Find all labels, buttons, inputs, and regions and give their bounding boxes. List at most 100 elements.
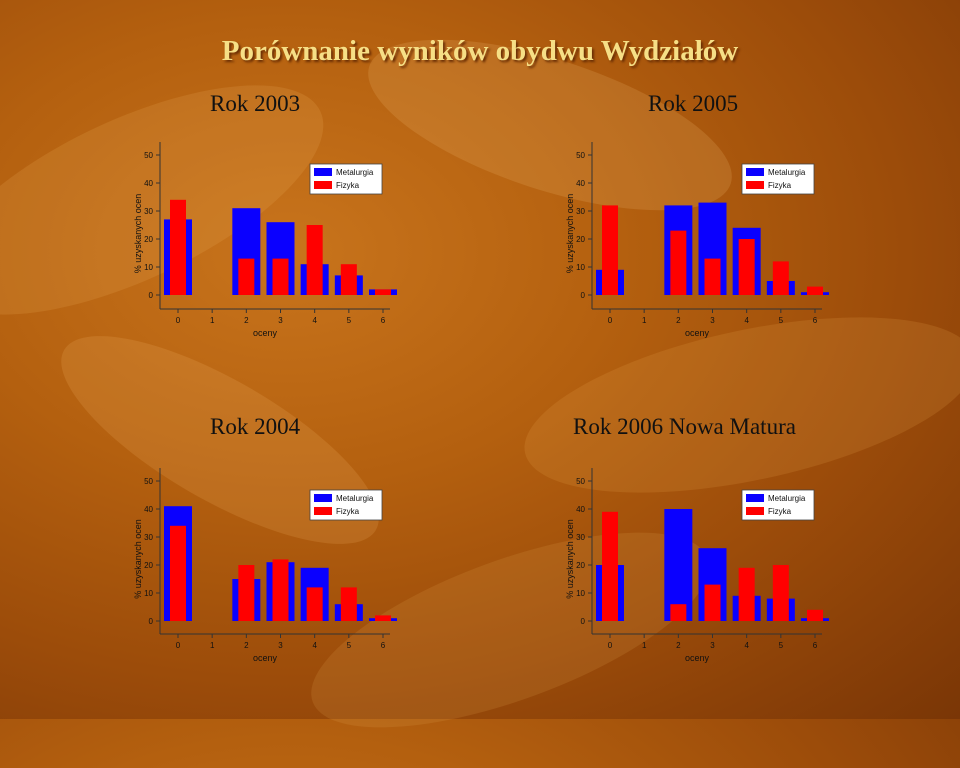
y-tick-label: 10	[576, 589, 585, 598]
bar-fizyka	[375, 289, 391, 295]
x-tick-label: 3	[278, 316, 283, 325]
y-axis-label: % uzyskanych ocen	[133, 194, 143, 274]
x-tick-label: 0	[608, 641, 613, 650]
legend-label-metalurgia: Metalurgia	[336, 168, 374, 177]
x-tick-label: 2	[244, 641, 249, 650]
y-tick-label: 50	[144, 151, 153, 160]
bar-fizyka	[306, 225, 323, 295]
legend-swatch-metalurgia	[314, 494, 332, 502]
legend-swatch-metalurgia	[746, 168, 764, 176]
y-tick-label: 20	[144, 561, 153, 570]
bar-fizyka	[340, 264, 357, 295]
bar-fizyka	[772, 565, 789, 621]
y-tick-label: 20	[576, 235, 585, 244]
y-tick-label: 10	[576, 263, 585, 272]
chart-subtitle-2006: Rok 2006 Nowa Matura	[573, 414, 796, 439]
x-tick-label: 6	[381, 316, 386, 325]
y-tick-label: 30	[144, 533, 153, 542]
bar-fizyka	[602, 205, 618, 295]
bar-fizyka	[738, 239, 755, 295]
y-tick-label: 0	[581, 617, 586, 626]
legend-swatch-fizyka	[746, 507, 764, 515]
bar-fizyka	[807, 286, 823, 295]
x-tick-label: 5	[779, 316, 784, 325]
bar-fizyka	[375, 615, 391, 621]
y-tick-label: 20	[144, 235, 153, 244]
y-axis-label: % uzyskanych ocen	[565, 519, 575, 599]
y-tick-label: 40	[576, 505, 585, 514]
bar-fizyka	[704, 584, 721, 621]
x-tick-label: 4	[744, 316, 749, 325]
y-tick-label: 0	[149, 617, 154, 626]
bar-fizyka	[306, 587, 323, 621]
x-tick-label: 6	[381, 641, 386, 650]
x-tick-label: 1	[642, 316, 647, 325]
x-tick-label: 4	[312, 641, 317, 650]
y-tick-label: 10	[144, 589, 153, 598]
x-tick-label: 0	[176, 316, 181, 325]
x-tick-label: 4	[744, 641, 749, 650]
page-title: Porównanie wyników obydwu Wydziałów	[221, 35, 739, 67]
x-tick-label: 2	[676, 316, 681, 325]
legend-swatch-metalurgia	[314, 168, 332, 176]
y-tick-label: 20	[576, 561, 585, 570]
legend-swatch-fizyka	[314, 507, 332, 515]
y-tick-label: 0	[581, 291, 586, 300]
y-tick-label: 40	[576, 179, 585, 188]
bar-fizyka	[272, 559, 289, 621]
x-tick-label: 4	[312, 316, 317, 325]
bar-fizyka	[238, 258, 255, 295]
y-tick-label: 50	[144, 477, 153, 486]
chart-subtitle-2004: Rok 2004	[210, 414, 301, 439]
bar-fizyka	[704, 258, 721, 295]
chart-subtitle-2005: Rok 2005	[648, 91, 739, 116]
x-tick-label: 1	[642, 641, 647, 650]
y-tick-label: 30	[144, 207, 153, 216]
x-tick-label: 3	[278, 641, 283, 650]
legend-label-metalurgia: Metalurgia	[336, 494, 374, 503]
bar-fizyka	[670, 230, 687, 295]
legend-swatch-fizyka	[746, 181, 764, 189]
x-tick-label: 5	[347, 641, 352, 650]
x-axis-label: oceny	[685, 653, 710, 663]
bar-metalurgia	[664, 509, 693, 621]
y-tick-label: 0	[149, 291, 154, 300]
bar-fizyka	[670, 604, 687, 621]
x-tick-label: 3	[710, 641, 715, 650]
y-tick-label: 50	[576, 477, 585, 486]
bar-fizyka	[602, 511, 618, 621]
x-tick-label: 3	[710, 316, 715, 325]
x-axis-label: oceny	[685, 328, 710, 338]
chart-subtitle-2003: Rok 2003	[210, 91, 301, 116]
bar-fizyka	[340, 587, 357, 621]
x-tick-label: 0	[176, 641, 181, 650]
x-tick-label: 2	[244, 316, 249, 325]
x-tick-label: 6	[813, 316, 818, 325]
y-tick-label: 50	[576, 151, 585, 160]
y-tick-label: 30	[576, 533, 585, 542]
legend-label-fizyka: Fizyka	[768, 181, 792, 190]
bar-fizyka	[807, 609, 823, 621]
y-axis-label: % uzyskanych ocen	[133, 519, 143, 599]
legend-label-fizyka: Fizyka	[336, 181, 360, 190]
x-tick-label: 1	[210, 316, 215, 325]
bar-fizyka	[170, 525, 186, 621]
x-axis-label: oceny	[253, 653, 278, 663]
y-tick-label: 10	[144, 263, 153, 272]
legend-label-metalurgia: Metalurgia	[768, 494, 806, 503]
x-tick-label: 5	[347, 316, 352, 325]
bar-fizyka	[272, 258, 289, 295]
legend-swatch-metalurgia	[746, 494, 764, 502]
y-axis-label: % uzyskanych ocen	[565, 194, 575, 274]
legend-swatch-fizyka	[314, 181, 332, 189]
x-tick-label: 5	[779, 641, 784, 650]
y-tick-label: 40	[144, 505, 153, 514]
bar-fizyka	[170, 199, 186, 295]
bar-fizyka	[772, 261, 789, 295]
x-axis-label: oceny	[253, 328, 278, 338]
x-tick-label: 1	[210, 641, 215, 650]
x-tick-label: 2	[676, 641, 681, 650]
bar-fizyka	[738, 567, 755, 621]
x-tick-label: 0	[608, 316, 613, 325]
